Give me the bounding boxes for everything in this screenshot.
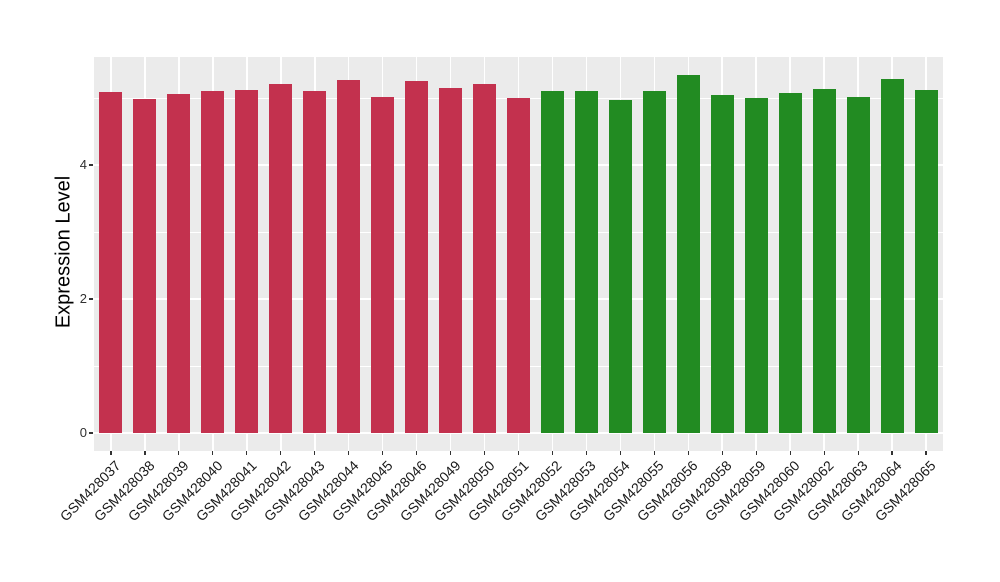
bar-GSM428041: [235, 89, 259, 433]
y-tick-label: 0: [79, 425, 87, 440]
x-tick-mark: [246, 451, 248, 455]
x-tick-mark: [653, 451, 655, 455]
x-tick-mark: [314, 451, 316, 455]
bar-GSM428051: [507, 98, 530, 433]
x-tick-mark: [483, 451, 486, 455]
bar-GSM428056: [676, 75, 700, 433]
bar-GSM428064: [880, 79, 904, 433]
x-tick-mark: [687, 451, 689, 455]
x-tick-mark: [144, 451, 146, 455]
bar-GSM428049: [439, 87, 463, 433]
x-tick-mark: [110, 451, 112, 455]
y-tick-mark: [89, 432, 93, 434]
bar-GSM428045: [371, 97, 395, 433]
y-tick-label: 4: [79, 157, 87, 172]
bar-GSM428065: [914, 89, 938, 433]
bar-GSM428042: [269, 83, 293, 433]
bar-GSM428059: [744, 98, 768, 433]
x-tick-mark: [619, 451, 621, 455]
bar-GSM428054: [608, 100, 632, 433]
bar-GSM428043: [303, 91, 327, 433]
x-tick-mark: [382, 451, 384, 455]
x-tick-mark: [755, 451, 757, 455]
bar-GSM428050: [473, 83, 497, 433]
x-tick-mark: [280, 451, 282, 455]
x-tick-mark: [517, 451, 520, 455]
x-tick-mark: [721, 451, 723, 455]
x-tick-mark: [823, 451, 825, 455]
bar-GSM428040: [201, 91, 225, 433]
x-tick-mark: [178, 451, 180, 455]
bar-GSM428046: [405, 81, 429, 433]
bar-GSM428037: [99, 91, 123, 433]
x-tick-mark: [416, 451, 418, 455]
x-tick-mark: [348, 451, 350, 455]
x-tick-mark: [212, 451, 214, 455]
bar-GSM428060: [778, 92, 802, 433]
bar-GSM428038: [133, 99, 157, 433]
bar-GSM428058: [710, 94, 734, 433]
x-tick-mark: [551, 451, 554, 455]
y-tick-mark: [89, 164, 93, 166]
bar-GSM428055: [642, 90, 666, 433]
bar-GSM428039: [167, 93, 191, 433]
bar-GSM428044: [337, 79, 361, 433]
x-tick-mark: [857, 451, 859, 455]
bar-GSM428053: [574, 91, 598, 433]
bar-GSM428052: [540, 91, 564, 433]
bar-GSM428063: [846, 96, 870, 433]
bar-GSM428062: [812, 89, 836, 433]
x-tick-mark: [925, 451, 927, 455]
x-tick-mark: [585, 451, 587, 455]
x-tick-mark: [449, 451, 452, 455]
y-tick-label: 2: [79, 291, 87, 306]
plot-panel: [94, 57, 943, 451]
y-tick-mark: [89, 298, 93, 300]
x-tick-mark: [891, 451, 893, 455]
x-tick-mark: [789, 451, 791, 455]
